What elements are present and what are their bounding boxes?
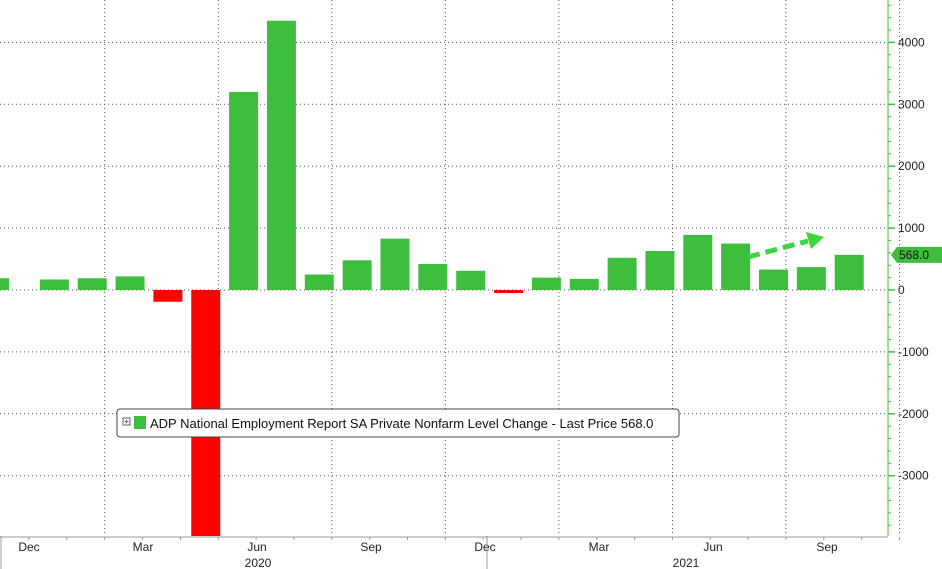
trend-arrow-head xyxy=(806,232,824,249)
legend-box[interactable] xyxy=(116,408,680,438)
bar xyxy=(834,254,864,290)
y-tick-label: 3000 xyxy=(898,97,925,111)
bar xyxy=(531,277,561,290)
bar xyxy=(569,278,599,290)
x-year-label: 2021 xyxy=(673,556,700,569)
y-tick-label: -1000 xyxy=(898,345,929,359)
bar xyxy=(153,290,183,302)
x-tick-label: Sep xyxy=(360,540,382,554)
y-tick-label: 2000 xyxy=(898,159,925,173)
bar xyxy=(115,276,145,290)
bar xyxy=(645,251,675,290)
legend-label: ADP National Employment Report SA Privat… xyxy=(150,416,653,431)
bar xyxy=(607,257,637,290)
y-axis: 4000 3000 2000 1000 0 -1000 -2000 -3000 568.0 xyxy=(887,0,942,536)
annotation xyxy=(747,232,824,260)
bar xyxy=(304,274,334,290)
bar xyxy=(721,243,751,290)
bars xyxy=(0,20,864,536)
x-tick-label: Mar xyxy=(133,540,154,554)
bar xyxy=(759,269,788,290)
y-tick-label: 1000 xyxy=(898,221,925,235)
bar xyxy=(342,260,372,290)
bar xyxy=(796,267,826,290)
legend[interactable]: ADP National Employment Report SA Privat… xyxy=(116,408,680,438)
x-tick-label: Mar xyxy=(589,540,610,554)
x-year-label: 2020 xyxy=(245,556,272,569)
bar xyxy=(39,279,69,290)
grid-lines xyxy=(0,0,901,536)
trend-arrow-line xyxy=(747,238,809,260)
y-tick-label: -3000 xyxy=(898,469,929,483)
bar xyxy=(229,91,259,290)
y-tick-label: 4000 xyxy=(898,35,925,49)
bar xyxy=(456,270,486,290)
x-tick-label: Dec xyxy=(18,540,39,554)
bar xyxy=(494,290,524,294)
bar xyxy=(418,264,448,290)
x-axis: Dec Mar Jun Sep Dec Mar Jun Sep 2020 2021 xyxy=(0,536,901,569)
x-tick-label: Dec xyxy=(474,540,495,554)
bar xyxy=(266,20,296,291)
x-tick-label: Jun xyxy=(703,540,722,554)
bar xyxy=(380,238,410,290)
y-tick-label: 0 xyxy=(898,283,905,297)
last-value-marker xyxy=(891,246,942,263)
x-tick-label: Sep xyxy=(816,540,838,554)
legend-swatch xyxy=(134,416,146,429)
bar xyxy=(683,234,713,290)
bar xyxy=(77,278,107,290)
bar xyxy=(0,278,9,290)
y-tick-label: -2000 xyxy=(898,407,929,421)
last-value-label: 568.0 xyxy=(899,248,929,262)
x-tick-label: Jun xyxy=(247,540,266,554)
